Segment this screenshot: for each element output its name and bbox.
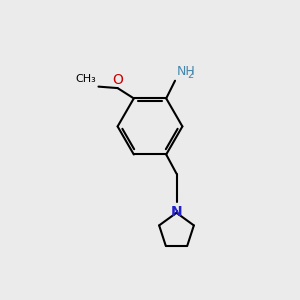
Text: NH: NH [176,65,195,78]
Text: N: N [171,205,182,218]
Text: 2: 2 [188,70,194,80]
Text: O: O [112,73,123,87]
Text: CH₃: CH₃ [75,74,96,84]
